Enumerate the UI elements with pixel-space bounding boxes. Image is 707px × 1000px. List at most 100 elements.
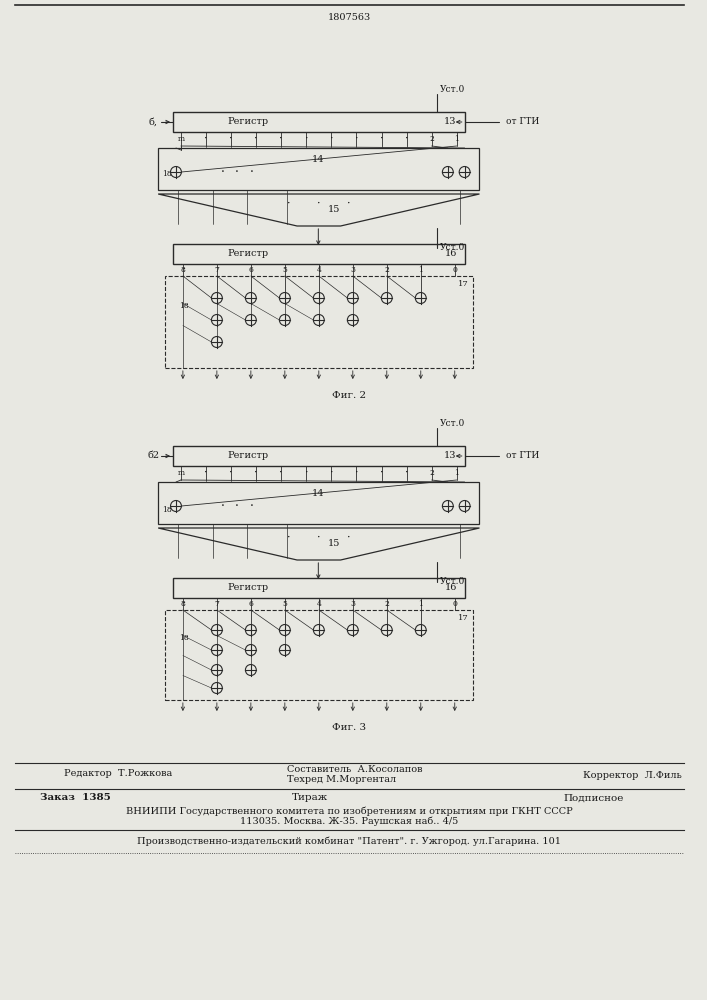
Text: Уст.0: Уст.0 xyxy=(440,420,465,428)
Text: ·: · xyxy=(235,165,239,178)
Bar xyxy=(173,112,464,132)
Text: 15: 15 xyxy=(327,540,340,548)
Circle shape xyxy=(170,500,182,512)
Text: Регистр: Регистр xyxy=(228,452,269,460)
Text: 2: 2 xyxy=(385,600,390,608)
Bar xyxy=(173,446,464,466)
Circle shape xyxy=(381,292,392,304)
Text: 0: 0 xyxy=(452,600,457,608)
Bar xyxy=(173,244,464,264)
Text: 1: 1 xyxy=(419,600,423,608)
Text: ·: · xyxy=(305,134,308,144)
Text: ·: · xyxy=(288,199,291,209)
Text: m: m xyxy=(177,469,185,477)
Text: Уст.0: Уст.0 xyxy=(440,243,465,252)
Text: ·: · xyxy=(229,134,233,144)
Text: ·: · xyxy=(355,468,358,478)
Text: ·: · xyxy=(250,499,254,512)
Text: Заказ  1385: Заказ 1385 xyxy=(40,794,110,802)
Text: 2: 2 xyxy=(385,266,390,274)
Text: ·: · xyxy=(204,468,208,478)
Text: 16: 16 xyxy=(444,584,457,592)
Circle shape xyxy=(245,292,257,304)
Circle shape xyxy=(211,682,222,694)
Circle shape xyxy=(211,314,222,326)
Text: ·: · xyxy=(255,134,258,144)
Circle shape xyxy=(245,314,257,326)
Text: ·: · xyxy=(221,165,224,178)
Circle shape xyxy=(245,664,257,676)
Text: ·: · xyxy=(288,533,291,543)
Text: 7: 7 xyxy=(214,266,219,274)
Circle shape xyxy=(279,314,291,326)
Text: 1807563: 1807563 xyxy=(327,13,370,22)
Text: 5: 5 xyxy=(282,600,287,608)
Text: 1: 1 xyxy=(455,469,459,477)
Text: ·: · xyxy=(355,134,358,144)
Text: 4: 4 xyxy=(316,600,321,608)
Circle shape xyxy=(347,314,358,326)
Text: ·: · xyxy=(255,468,258,478)
Bar xyxy=(165,276,472,368)
Circle shape xyxy=(415,292,426,304)
Text: 2: 2 xyxy=(429,135,434,143)
Text: 18: 18 xyxy=(179,302,189,310)
Text: ·: · xyxy=(346,199,350,209)
Text: Подписное: Подписное xyxy=(563,794,624,802)
Text: 7: 7 xyxy=(214,600,219,608)
Circle shape xyxy=(415,624,426,636)
Bar xyxy=(158,482,479,524)
Text: Редактор  Т.Рожкова: Редактор Т.Рожкова xyxy=(64,768,173,778)
Text: m: m xyxy=(177,135,185,143)
Circle shape xyxy=(347,292,358,304)
Text: ·: · xyxy=(317,199,320,209)
Text: Тираж: Тираж xyxy=(291,794,328,802)
Text: 18: 18 xyxy=(163,170,173,178)
Text: 1: 1 xyxy=(455,135,459,143)
Text: 17: 17 xyxy=(458,280,469,288)
Text: 13: 13 xyxy=(444,117,457,126)
Text: 17: 17 xyxy=(458,614,469,622)
Text: ·: · xyxy=(329,134,333,144)
Text: 6: 6 xyxy=(248,266,253,274)
Text: Регистр: Регистр xyxy=(228,249,269,258)
Text: 0: 0 xyxy=(452,266,457,274)
Circle shape xyxy=(313,624,325,636)
Text: ·: · xyxy=(405,468,409,478)
Text: 18: 18 xyxy=(163,506,173,514)
Text: от ГТИ: от ГТИ xyxy=(506,452,539,460)
Circle shape xyxy=(381,624,392,636)
Circle shape xyxy=(245,645,257,656)
Text: от ГТИ: от ГТИ xyxy=(506,117,539,126)
Circle shape xyxy=(245,624,257,636)
Bar xyxy=(165,610,472,700)
Text: 13: 13 xyxy=(444,452,457,460)
Text: Регистр: Регистр xyxy=(228,117,269,126)
Circle shape xyxy=(211,292,222,304)
Text: ·: · xyxy=(329,468,333,478)
Circle shape xyxy=(459,166,470,178)
Text: 14: 14 xyxy=(312,155,325,164)
Text: 14: 14 xyxy=(312,489,325,498)
Circle shape xyxy=(347,624,358,636)
Text: 113035. Москва. Ж-35. Раушская наб.. 4/5: 113035. Москва. Ж-35. Раушская наб.. 4/5 xyxy=(240,816,458,826)
Text: 18: 18 xyxy=(179,634,189,642)
Circle shape xyxy=(459,500,470,512)
Text: 3: 3 xyxy=(350,600,356,608)
Text: 5: 5 xyxy=(282,266,287,274)
Text: ·: · xyxy=(229,468,233,478)
Text: Составитель  А.Косолапов: Составитель А.Косолапов xyxy=(286,766,422,774)
Text: 3: 3 xyxy=(350,266,356,274)
Text: б,: б, xyxy=(148,117,158,126)
Circle shape xyxy=(443,500,453,512)
Circle shape xyxy=(279,624,291,636)
Text: ·: · xyxy=(250,165,254,178)
Circle shape xyxy=(211,624,222,636)
Text: 8: 8 xyxy=(180,600,185,608)
Circle shape xyxy=(211,645,222,656)
Circle shape xyxy=(443,166,453,178)
Text: ·: · xyxy=(346,533,350,543)
Text: б2: б2 xyxy=(147,452,159,460)
Text: Уст.0: Уст.0 xyxy=(440,86,465,95)
Circle shape xyxy=(211,664,222,676)
